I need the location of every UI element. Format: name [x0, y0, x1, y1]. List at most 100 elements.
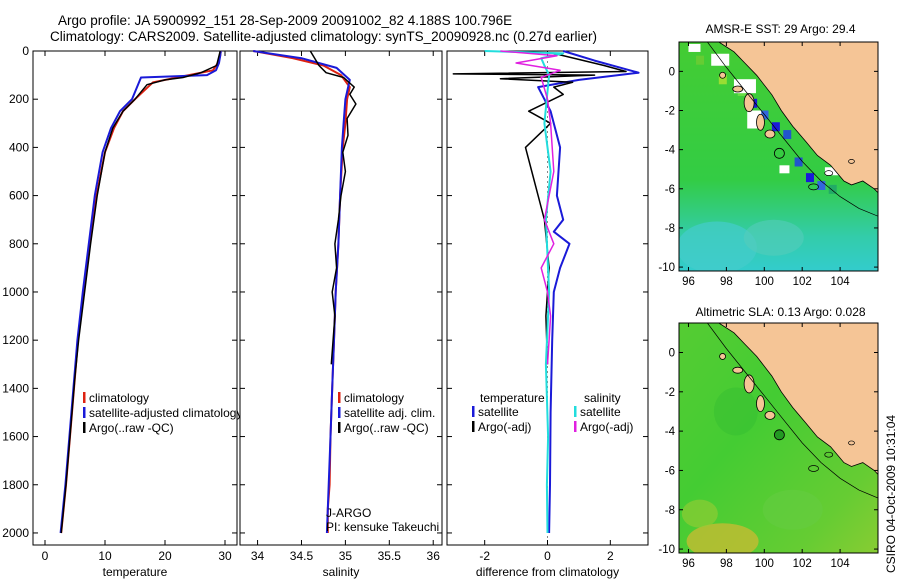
map-axes: 96 98 100 102 104 0 -2 -4 -6 -8 -10 Altimetric SLA:…	[658, 305, 879, 570]
x-tick-label: 10	[98, 549, 112, 563]
sumatra-landmass	[713, 323, 878, 475]
x-tick-label: 104	[831, 276, 851, 288]
y-tick-label: -2	[665, 106, 675, 118]
panel-difference: -2 0 2 difference from climatology temperatu…	[446, 50, 649, 579]
x-tick-label: 0	[544, 549, 551, 563]
island	[719, 71, 726, 79]
contour-loop	[824, 451, 834, 458]
contour-loop	[824, 170, 834, 176]
legend-group-title-temperature: temperature	[480, 391, 545, 405]
y-tick-label: 600	[9, 189, 29, 203]
legend-entry-2: Argo(..raw -QC)	[344, 421, 429, 435]
legend-entry-2-swatch	[83, 422, 86, 433]
x-tick-label: 100	[755, 276, 774, 288]
y-tick-label: 400	[9, 140, 29, 154]
legend-entry-1: satellite adj. clim.	[344, 406, 435, 420]
sst-pixel	[696, 55, 705, 65]
y-tick-label: 0	[669, 347, 675, 359]
legend-entry-0-swatch	[338, 392, 341, 403]
x-tick-label: -2	[479, 549, 490, 563]
x-tick-label: 96	[682, 276, 695, 288]
y-tick-label: 1000	[2, 285, 29, 299]
island	[764, 129, 776, 139]
legend-sal-argo: Argo(-adj)	[580, 420, 633, 434]
depth-contour	[707, 42, 878, 217]
legend-temp-argo: Argo(-adj)	[478, 420, 531, 434]
y-tick-label: 800	[9, 237, 29, 251]
island	[756, 395, 765, 412]
legend-temp-argo-swatch	[472, 421, 475, 432]
contour-loop	[848, 159, 855, 164]
y-tick-label: -4	[665, 426, 676, 438]
map-layers: 96 98 100 102 104 0 -2 -4 -6 -8 -10 AMSR-E SST: 29 …	[658, 22, 879, 570]
missing-data	[779, 165, 790, 174]
island	[719, 353, 726, 360]
legend-sal-satellite: satellite	[580, 405, 621, 419]
y-tick-label: -8	[665, 505, 675, 517]
map-title: Altimetric SLA: 0.13 Argo: 0.028	[695, 305, 865, 319]
x-axis-label: difference from climatology	[476, 565, 619, 579]
x-tick-label: 104	[831, 558, 851, 570]
map-title: AMSR-E SST: 29 Argo: 29.4	[705, 22, 855, 36]
legend-entry-1: satellite-adjusted climatology	[89, 406, 242, 420]
axes-frame	[32, 50, 238, 546]
creation-stamp: CSIRO 04-Oct-2009 10:31:04	[884, 414, 898, 573]
x-tick-label: 35.5	[378, 549, 402, 563]
x-tick-label: 0	[42, 549, 49, 563]
map-frame	[678, 41, 879, 272]
y-tick-label: 1800	[2, 478, 29, 492]
y-tick-label: 0	[22, 44, 29, 58]
map-frame	[678, 322, 879, 554]
legend-entry-2-swatch	[338, 422, 341, 433]
x-tick-label: 98	[720, 558, 733, 570]
legend-group-title-salinity: salinity	[584, 391, 621, 405]
x-axis-label: salinity	[323, 565, 360, 579]
depth-contour	[707, 323, 878, 499]
panel-temperature: 0 10 20 30 0 200 400 600 800 1000 1200 1400 1600 1800…	[2, 44, 242, 579]
series-line-2	[60, 50, 221, 534]
legend-entry-0-swatch	[83, 392, 86, 403]
sla-patch	[762, 489, 823, 530]
argo-location-marker	[773, 147, 785, 159]
series-line-0	[537, 50, 640, 534]
island	[743, 374, 755, 394]
y-tick-label: -8	[665, 223, 675, 235]
figure-title-line-1: Argo profile: JA 5900992_151 28-Sep-2009…	[58, 13, 513, 28]
y-tick-label: -6	[665, 184, 675, 196]
missing-data	[688, 43, 701, 52]
map-sst: 96 98 100 102 104 0 -2 -4 -6 -8 -10 AMSR-E SST: 29 …	[658, 22, 879, 288]
legend-entry-1-swatch	[83, 407, 86, 418]
island	[756, 113, 765, 131]
missing-data	[711, 53, 730, 66]
x-tick-label: 34.5	[290, 549, 314, 563]
island	[732, 85, 744, 93]
sst-pixel	[828, 184, 837, 194]
x-tick-label: 98	[720, 276, 733, 288]
cool-patch	[679, 221, 757, 271]
x-tick-label: 30	[218, 549, 232, 563]
argo-location-marker	[773, 429, 785, 441]
x-tick-label: 35	[339, 549, 353, 563]
x-tick-label: 102	[793, 558, 812, 570]
map-sla: 96 98 100 102 104 0 -2 -4 -6 -8 -10 Altimetric SLA:…	[658, 305, 879, 570]
principal-investigator-label: PI: kensuke Takeuchi	[326, 520, 439, 534]
x-tick-label: 36	[427, 549, 441, 563]
legend-sal-argo-swatch	[574, 421, 577, 432]
x-tick-label: 2	[607, 549, 614, 563]
y-tick-label: 1400	[2, 381, 29, 395]
x-tick-label: 20	[158, 549, 172, 563]
contour-loop	[808, 465, 819, 472]
legend-temp-satellite-swatch	[472, 406, 475, 417]
y-tick-label: 200	[9, 92, 29, 106]
y-tick-label: -6	[665, 465, 675, 477]
legend-entry-0: climatology	[344, 391, 404, 405]
x-tick-label: 96	[682, 558, 695, 570]
map-imagery	[679, 42, 878, 271]
y-tick-label: -2	[665, 387, 675, 399]
plot-layers: 0 10 20 30020040060080010001200140016001800…	[2, 44, 649, 579]
island	[732, 366, 744, 374]
island	[743, 93, 755, 113]
series-line-3	[500, 50, 561, 365]
sst-pixel	[794, 157, 803, 167]
